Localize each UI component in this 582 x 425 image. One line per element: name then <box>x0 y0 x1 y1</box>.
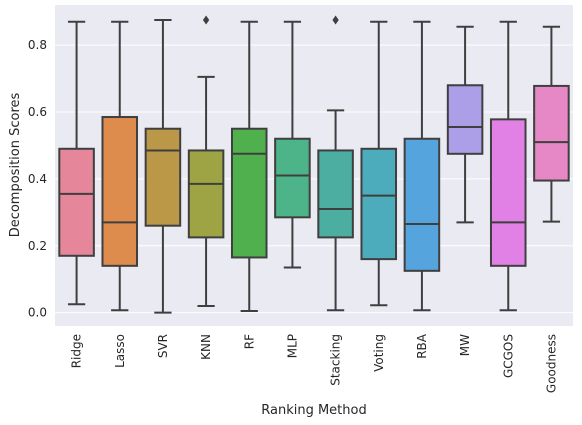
box-body <box>144 127 182 227</box>
box-lasso <box>101 20 139 312</box>
box-body <box>403 137 441 272</box>
box-body <box>317 149 354 239</box>
x-tick-label: Lasso <box>113 334 127 368</box>
box-knn <box>187 15 225 307</box>
box-body <box>360 147 398 261</box>
grid-lines <box>55 44 573 314</box>
box-stacking <box>317 15 354 312</box>
x-tick-label: KNN <box>199 334 213 360</box>
y-tick-label: 0.2 <box>28 239 47 253</box>
y-tick-labels: 0.0 0.2 0.4 0.6 0.8 <box>28 38 47 320</box>
plot-background <box>55 5 573 326</box>
outlier-point <box>202 15 210 25</box>
x-tick-label: Ridge <box>70 334 84 368</box>
x-tick-label: Goodness <box>544 334 558 393</box>
box-goodness <box>533 25 570 223</box>
x-tick-label: SVR <box>156 334 170 358</box>
box-svr <box>144 19 182 314</box>
outlier-point <box>332 15 339 25</box>
box-body <box>446 84 484 155</box>
x-tick-labels: Ridge Lasso SVR KNN RF MLP Stacking Voting RBA MW… <box>70 333 559 393</box>
y-tick-label: 0.0 <box>28 306 47 320</box>
box-body <box>274 137 311 219</box>
x-tick-label: Voting <box>372 334 386 372</box>
y-tick-label: 0.4 <box>28 172 47 186</box>
y-tick-label: 0.8 <box>28 38 47 52</box>
box-mw <box>446 25 484 224</box>
y-tick-label: 0.6 <box>28 105 47 119</box>
box-gcgos <box>489 20 527 312</box>
x-tick-label: GCGOS <box>501 334 515 378</box>
box-body <box>187 149 225 239</box>
x-tick-label: Stacking <box>329 334 343 386</box>
box-ridge <box>58 20 95 306</box>
box-body <box>58 147 95 257</box>
box-voting <box>360 20 398 307</box>
x-axis-label: Ranking Method <box>261 403 366 418</box>
box-body <box>230 127 268 259</box>
box-rf <box>230 20 268 312</box>
box-body <box>101 116 139 267</box>
x-tick-label: RBA <box>415 333 429 359</box>
box-body <box>489 118 527 267</box>
box-body <box>533 84 570 182</box>
boxes <box>58 15 570 314</box>
x-tick-label: MLP <box>285 334 299 358</box>
box-rba <box>403 20 441 312</box>
x-tick-label: MW <box>458 334 472 356</box>
box-mlp <box>274 20 311 269</box>
x-tick-label: RF <box>242 334 256 349</box>
y-axis-label: Decomposition Scores <box>8 92 23 237</box>
